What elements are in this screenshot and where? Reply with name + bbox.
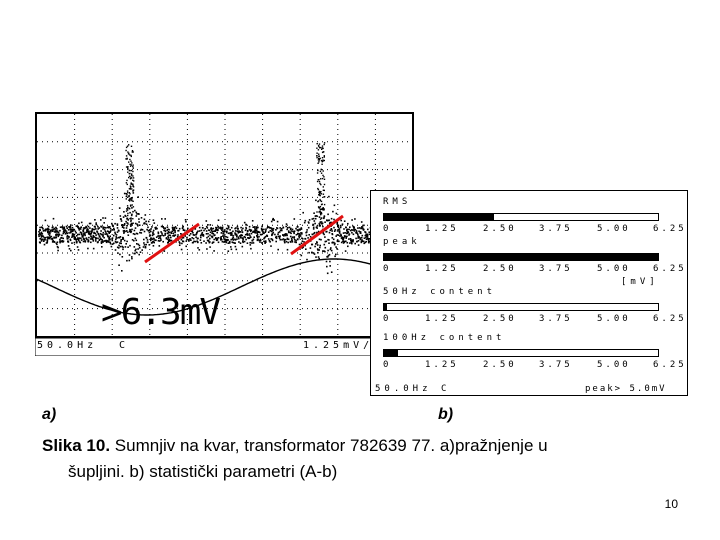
stats-frequency: 50.0Hz [375,384,432,394]
stats-tick-label: 6.25 [653,224,687,234]
stats-tick-label: 0 [383,314,392,324]
scope-scale: 1.25mV/ [303,340,374,351]
amplitude-readout: >6.3mV [101,292,221,333]
stats-tick-label: 1.25 [425,264,459,274]
stats-level-fill [384,254,658,260]
stats-tick-label: 6.25 [653,314,687,324]
label-a: a) [42,406,57,423]
stats-tick-label: 3.75 [539,314,573,324]
stats-section-label: 50Hz content [383,287,497,297]
stats-tick-label: 5.00 [597,264,631,274]
stats-tick-label: 2.50 [483,264,517,274]
stats-tick-label: 2.50 [483,224,517,234]
stats-tick-label: 3.75 [539,224,573,234]
stats-tick-label: 3.75 [539,360,573,370]
stats-tick-label: 0 [383,264,392,274]
scope-frequency: 50.0Hz [37,340,98,351]
stats-status-bar: 50.0Hz C peak> 5.0mV [371,383,687,395]
stats-unit-label: [mV] [621,277,659,287]
oscilloscope-panel: >6.3mV 50.0Hz C 1.25mV/ [35,112,415,356]
stats-tick-label: 5.00 [597,224,631,234]
caption-prefix: Slika 10. [42,436,111,455]
stats-scale: 0 1.25 2.50 3.75 5.00 6.25 [383,314,684,326]
arrow-1 [144,222,200,264]
stats-scale: 0 1.25 2.50 3.75 5.00 6.25 [383,360,684,372]
stats-level-fill [384,214,494,220]
stats-level-bar [383,349,659,357]
stats-scale: 0 1.25 2.50 3.75 5.00 6.25 [383,264,684,276]
label-b: b) [438,406,454,423]
oscilloscope-trace [35,112,415,356]
stats-level-bar [383,213,659,221]
scope-coupling: C [119,340,130,351]
scope-status-bar: 50.0Hz C 1.25mV/ [37,338,413,354]
caption-line2: šupljini. b) statistički parametri (A-b) [68,462,338,481]
caption-line1: Sumnjiv na kvar, transformator 782639 77… [110,436,548,455]
stats-peak-threshold: peak> 5.0mV [585,384,667,394]
stats-level-bar [383,253,659,261]
stats-section-label: RMS [383,197,412,207]
page-number: 10 [664,497,678,511]
stats-section-label: 100Hz content [383,333,506,343]
stats-level-fill [384,350,398,356]
arrow-2 [290,214,344,256]
stats-level-bar [383,303,659,311]
stats-tick-label: 2.50 [483,360,517,370]
stats-coupling: C [441,384,451,394]
stats-level-fill [384,304,387,310]
stats-tick-label: 3.75 [539,264,573,274]
statistics-panel: RMS 0 1.25 2.50 3.75 5.00 6.25 peak 0 1.25 2.50 3.7… [370,190,688,396]
stats-tick-label: 5.00 [597,314,631,324]
stats-tick-label: 6.25 [653,264,687,274]
stats-tick-label: 0 [383,224,392,234]
stats-tick-label: 0 [383,360,392,370]
figure-caption: Slika 10. Sumnjiv na kvar, transformator… [42,433,682,485]
stats-tick-label: 1.25 [425,360,459,370]
stats-tick-label: 2.50 [483,314,517,324]
stats-tick-label: 1.25 [425,314,459,324]
stats-section-label: peak [383,237,421,247]
stats-tick-label: 6.25 [653,360,687,370]
stats-scale: 0 1.25 2.50 3.75 5.00 6.25 [383,224,684,236]
stats-tick-label: 1.25 [425,224,459,234]
stats-tick-label: 5.00 [597,360,631,370]
